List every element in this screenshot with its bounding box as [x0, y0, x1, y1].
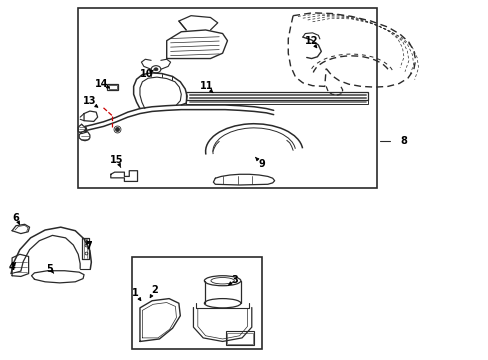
- Bar: [109, 85, 116, 89]
- Text: 14: 14: [95, 78, 108, 89]
- Text: 2: 2: [151, 285, 158, 295]
- Text: 7: 7: [85, 241, 92, 251]
- Text: 8: 8: [400, 136, 407, 146]
- Text: 5: 5: [46, 264, 53, 274]
- Text: 3: 3: [231, 275, 238, 285]
- Text: 1: 1: [131, 288, 138, 297]
- Bar: [78, 8, 376, 188]
- Text: 4: 4: [9, 262, 16, 272]
- Bar: [225, 332, 254, 345]
- Circle shape: [154, 68, 158, 71]
- Bar: [131, 257, 261, 348]
- Bar: [107, 84, 118, 90]
- Text: 9: 9: [258, 158, 264, 168]
- Bar: [227, 333, 252, 344]
- Text: 15: 15: [110, 155, 123, 165]
- Text: 12: 12: [304, 36, 318, 46]
- Text: 13: 13: [83, 96, 97, 107]
- Bar: [186, 93, 368, 100]
- Bar: [186, 100, 368, 104]
- Text: 10: 10: [139, 69, 153, 79]
- Text: 6: 6: [13, 212, 20, 222]
- Text: 11: 11: [200, 81, 213, 91]
